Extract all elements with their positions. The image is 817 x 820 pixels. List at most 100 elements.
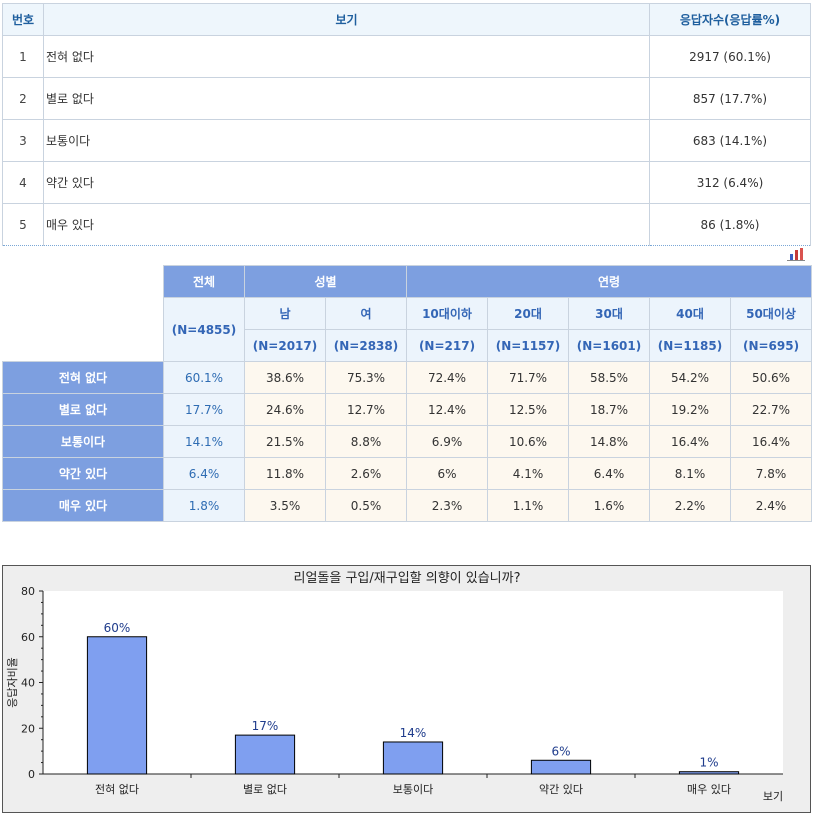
row-option: 약간 있다 bbox=[43, 161, 650, 204]
cell-value: 58.5% bbox=[568, 361, 650, 394]
y-axis-label: 응답자비율 bbox=[6, 657, 19, 708]
bar-chart-icon[interactable] bbox=[787, 247, 805, 261]
bar-data-label: 60% bbox=[104, 621, 131, 635]
bar-data-label: 1% bbox=[699, 756, 718, 770]
cell-value: 4.1% bbox=[487, 457, 569, 490]
age-50s-over-n: (N=695) bbox=[729, 329, 813, 362]
cell-value: 12.4% bbox=[406, 393, 488, 426]
cell-value: 19.2% bbox=[649, 393, 731, 426]
cell-value: 11.8% bbox=[244, 457, 326, 490]
row-option: 매우 있다 bbox=[43, 203, 650, 246]
row-option: 전혀 없다 bbox=[43, 35, 650, 78]
cell-value: 16.4% bbox=[649, 425, 731, 458]
cell-value: 75.3% bbox=[325, 361, 407, 394]
gender-male: 남 bbox=[244, 297, 326, 330]
cell-value: 2.2% bbox=[649, 489, 731, 522]
age-20s-n: (N=1157) bbox=[487, 329, 569, 362]
cell-value: 50.6% bbox=[729, 361, 813, 394]
header-gender: 성별 bbox=[244, 265, 407, 298]
table-row: 2 별로 없다 857 (17.7%) bbox=[2, 77, 811, 120]
age-40s: 40대 bbox=[649, 297, 731, 330]
bar bbox=[678, 771, 740, 775]
bar bbox=[530, 759, 592, 775]
age-10s-under-n: (N=217) bbox=[406, 329, 488, 362]
age-10s-under: 10대이하 bbox=[406, 297, 488, 330]
cell-value: 54.2% bbox=[649, 361, 731, 394]
table-row: 4 약간 있다 312 (6.4%) bbox=[2, 161, 811, 204]
x-tick-label: 약간 있다 bbox=[539, 782, 583, 796]
gender-female-n: (N=2838) bbox=[325, 329, 407, 362]
cell-value: 3.5% bbox=[244, 489, 326, 522]
cell-value: 1.1% bbox=[487, 489, 569, 522]
x-tick-label: 별로 없다 bbox=[243, 783, 287, 796]
table-row: 5 매우 있다 86 (1.8%) bbox=[2, 203, 811, 246]
cell-total: 1.8% bbox=[163, 489, 245, 522]
gender-female: 여 bbox=[325, 297, 407, 330]
cell-value: 72.4% bbox=[406, 361, 488, 394]
row-number: 4 bbox=[2, 161, 44, 204]
age-20s: 20대 bbox=[487, 297, 569, 330]
cell-value: 18.7% bbox=[568, 393, 650, 426]
row-option: 별로 없다 bbox=[43, 77, 650, 120]
cell-value: 16.4% bbox=[729, 425, 813, 458]
table-row: 전혀 없다 60.1% 38.6% 75.3% 72.4% 71.7% 58.5… bbox=[2, 361, 813, 394]
age-30s-n: (N=1601) bbox=[568, 329, 650, 362]
header-option: 보기 bbox=[43, 3, 650, 36]
row-label: 전혀 없다 bbox=[2, 361, 164, 394]
table-row: 약간 있다 6.4% 11.8% 2.6% 6% 4.1% 6.4% 8.1% … bbox=[2, 457, 813, 490]
row-label: 매우 있다 bbox=[2, 489, 164, 522]
y-tick-label: 60 bbox=[21, 631, 35, 644]
row-label: 별로 없다 bbox=[2, 393, 164, 426]
table-row: 1 전혀 없다 2917 (60.1%) bbox=[2, 35, 811, 78]
cell-total: 14.1% bbox=[163, 425, 245, 458]
bar bbox=[86, 636, 148, 775]
cell-value: 2.6% bbox=[325, 457, 407, 490]
x-axis-label: 보기 bbox=[763, 790, 783, 803]
x-tick-label: 매우 있다 bbox=[687, 783, 731, 796]
cell-value: 38.6% bbox=[244, 361, 326, 394]
row-number: 2 bbox=[2, 77, 44, 120]
row-label: 보통이다 bbox=[2, 425, 164, 458]
gender-male-n: (N=2017) bbox=[244, 329, 326, 362]
row-responses: 683 (14.1%) bbox=[649, 119, 811, 162]
row-number: 5 bbox=[2, 203, 44, 246]
cell-value: 22.7% bbox=[729, 393, 813, 426]
cell-value: 2.3% bbox=[406, 489, 488, 522]
crosstab-corner bbox=[2, 265, 164, 362]
row-option: 보통이다 bbox=[43, 119, 650, 162]
row-responses: 312 (6.4%) bbox=[649, 161, 811, 204]
cell-value: 6% bbox=[406, 457, 488, 490]
cell-value: 6.9% bbox=[406, 425, 488, 458]
cell-value: 10.6% bbox=[487, 425, 569, 458]
y-tick-label: 80 bbox=[21, 585, 35, 598]
cell-total: 60.1% bbox=[163, 361, 245, 394]
cell-value: 0.5% bbox=[325, 489, 407, 522]
header-number: 번호 bbox=[2, 3, 44, 36]
total-n: (N=4855) bbox=[163, 297, 245, 362]
bar bbox=[234, 734, 296, 775]
age-50s-over: 50대이상 bbox=[729, 297, 813, 330]
bar-data-label: 6% bbox=[551, 744, 570, 758]
response-summary-table: 번호 보기 응답자수(응답률%) 1 전혀 없다 2917 (60.1%) 2 … bbox=[2, 3, 811, 246]
bar bbox=[382, 741, 444, 775]
cell-value: 6.4% bbox=[568, 457, 650, 490]
row-number: 3 bbox=[2, 119, 44, 162]
bar-data-label: 14% bbox=[400, 726, 427, 740]
cell-total: 17.7% bbox=[163, 393, 245, 426]
cell-value: 1.6% bbox=[568, 489, 650, 522]
y-tick-label: 40 bbox=[21, 677, 35, 690]
cell-value: 24.6% bbox=[244, 393, 326, 426]
bar-chart-panel: 리얼돌을 구입/재구입할 의향이 있습니까? 0 20 40 60 80 응답자비율 60%… bbox=[2, 565, 811, 813]
row-label: 약간 있다 bbox=[2, 457, 164, 490]
header-total: 전체 bbox=[163, 265, 245, 298]
chart-title: 리얼돌을 구입/재구입할 의향이 있습니까? bbox=[294, 571, 521, 586]
cell-value: 8.1% bbox=[649, 457, 731, 490]
crosstab-table: 전체 성별 연령 (N=4855) 남 여 10대이하 20대 30대 40대 … bbox=[2, 265, 813, 522]
header-age: 연령 bbox=[405, 265, 813, 298]
table-row: 매우 있다 1.8% 3.5% 0.5% 2.3% 1.1% 1.6% 2.2%… bbox=[2, 489, 813, 522]
bar-data-label: 17% bbox=[252, 719, 279, 733]
row-number: 1 bbox=[2, 35, 44, 78]
bar-chart: 리얼돌을 구입/재구입할 의향이 있습니까? 0 20 40 60 80 응답자비율 60%… bbox=[6, 571, 783, 803]
table-row: 보통이다 14.1% 21.5% 8.8% 6.9% 10.6% 14.8% 1… bbox=[2, 425, 813, 458]
cell-value: 2.4% bbox=[729, 489, 813, 522]
